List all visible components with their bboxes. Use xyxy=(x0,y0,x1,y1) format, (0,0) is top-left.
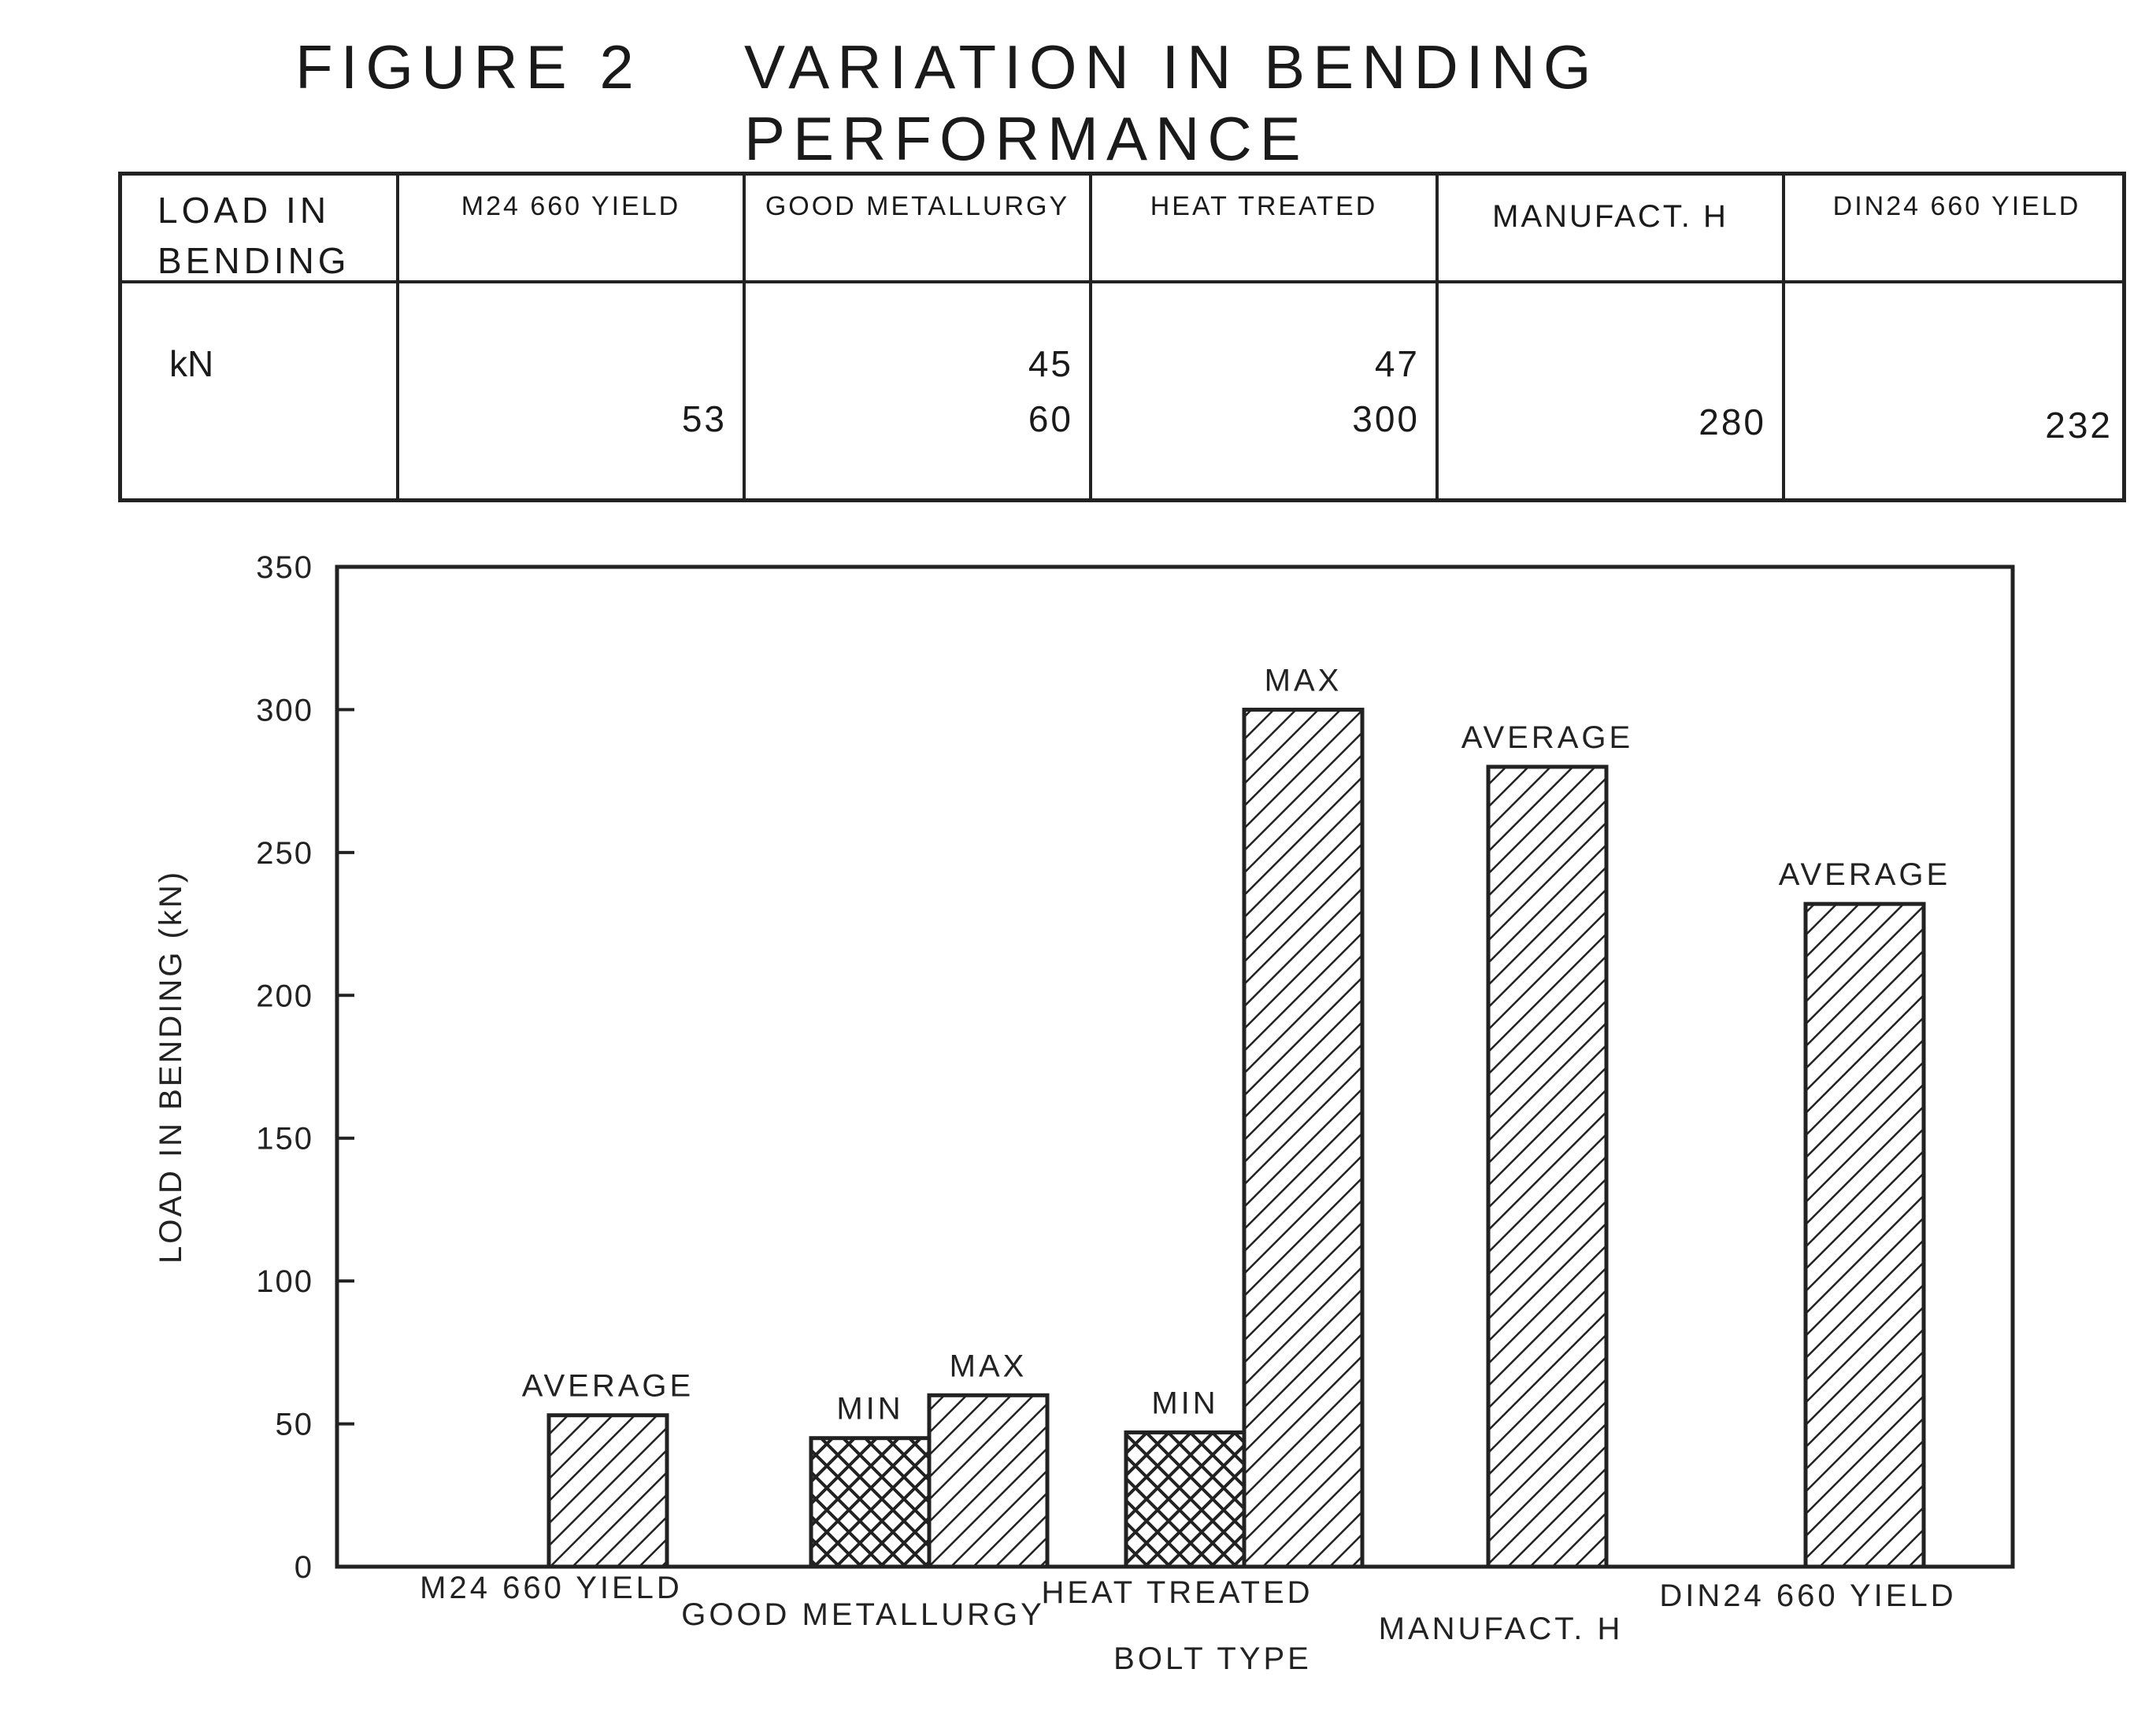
column-divider xyxy=(1089,176,1092,498)
figure-number: FIGURE 2 xyxy=(295,32,642,102)
x-category-label: DIN24 660 YIELD xyxy=(1659,1578,1956,1613)
table-cell: 45 xyxy=(1028,343,1073,384)
figure-title: FIGURE 2 VARIATION IN BENDING PERFORMANC… xyxy=(0,31,2156,173)
y-tick-label: 50 xyxy=(276,1408,314,1442)
column-header: M24 660 YIELD xyxy=(461,191,681,221)
x-category-label: HEAT TREATED xyxy=(1041,1575,1313,1610)
column-divider xyxy=(1782,176,1785,498)
column-divider xyxy=(396,176,399,498)
column-divider xyxy=(743,176,746,498)
table-row-header: LOAD IN BENDING xyxy=(157,190,350,281)
bar xyxy=(1803,901,1926,1569)
bar-label: MIN xyxy=(1151,1386,1218,1420)
y-tick-label: 150 xyxy=(256,1122,313,1157)
bar-label: AVERAGE xyxy=(1779,857,1950,892)
bar-label: AVERAGE xyxy=(522,1369,694,1404)
bar xyxy=(1124,1430,1247,1569)
data-table: LOAD IN BENDING M24 660 YIELD GOOD METAL… xyxy=(118,172,2126,502)
table-header-row xyxy=(122,176,2122,283)
y-tick-label: 350 xyxy=(256,550,313,585)
table-cell: 53 xyxy=(681,398,727,439)
x-category-label: MANUFACT. H xyxy=(1379,1612,1624,1646)
table-cell: 60 xyxy=(1028,398,1073,439)
x-category-label: M24 660 YIELD xyxy=(420,1571,683,1605)
figure-heading: VARIATION IN BENDING PERFORMANCE xyxy=(744,32,1599,173)
column-header: MANUFACT. H xyxy=(1492,199,1728,234)
y-tick-label: 250 xyxy=(256,836,313,871)
bar xyxy=(546,1413,669,1569)
column-header: DIN24 660 YIELD xyxy=(1832,191,2081,221)
y-tick-label: 0 xyxy=(295,1550,313,1585)
table-cell: 47 xyxy=(1374,343,1420,384)
column-header: GOOD METALLURGY xyxy=(765,191,1070,221)
table-cell: 232 xyxy=(2045,405,2113,446)
y-tick-label: 300 xyxy=(256,693,313,727)
bar xyxy=(809,1436,932,1569)
column-header: HEAT TREATED xyxy=(1150,191,1378,221)
bar-label: MAX xyxy=(1265,663,1343,698)
y-tick-label: 200 xyxy=(256,979,313,1013)
bar-label: MAX xyxy=(950,1349,1028,1383)
bar-label: AVERAGE xyxy=(1461,720,1633,755)
table-cell: 300 xyxy=(1352,398,1420,439)
table-unit: kN xyxy=(169,343,214,384)
x-axis-label: BOLT TYPE xyxy=(1113,1641,1312,1676)
bar-label: MIN xyxy=(836,1392,903,1427)
table-cell: 280 xyxy=(1698,402,1766,442)
bar xyxy=(1242,707,1365,1569)
y-tick-label: 100 xyxy=(256,1264,313,1299)
bar xyxy=(1486,764,1609,1569)
x-category-label: GOOD METALLURGY xyxy=(681,1597,1045,1632)
bar xyxy=(927,1393,1050,1569)
column-divider xyxy=(1435,176,1439,498)
y-axis-label: LOAD IN BENDING (kN) xyxy=(154,870,188,1264)
